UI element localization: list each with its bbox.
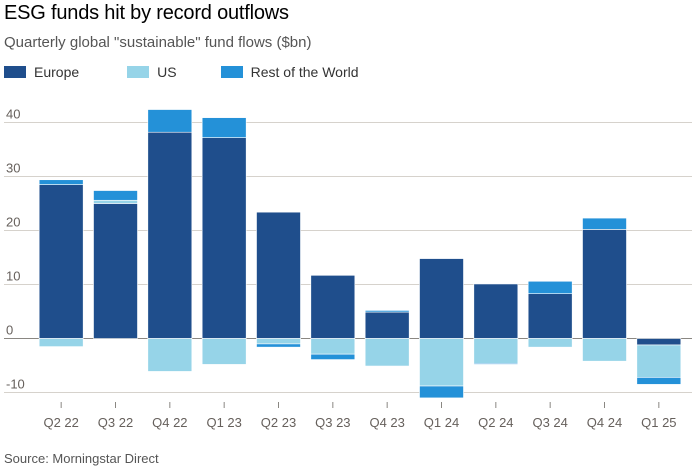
legend-label-us: US [157,64,177,80]
bar-segment-europe [527,293,573,339]
bar-segment-rest-of-the-world [147,109,193,133]
x-tick-label: Q3 23 [315,415,350,430]
x-tick-label: Q4 24 [587,415,622,430]
bar-segment-rest-of-the-world [38,179,84,185]
bar-segment-europe [201,137,247,339]
bar-segment-rest-of-the-world [93,190,138,201]
bar-segment-rest-of-the-world [473,363,519,365]
bar-segment-us [364,338,410,367]
bar-segment-us [147,338,193,372]
bar-segment-rest-of-the-world [419,385,464,399]
bar-segment-europe [256,211,301,339]
bar-segment-rest-of-the-world [201,117,247,138]
bar-segment-us [582,338,627,362]
x-tick-label: Q4 22 [152,415,187,430]
bar-segment-europe [147,131,193,339]
bar-segment-us [527,338,573,348]
y-tick-label: 30 [6,161,20,176]
axes: -10 0 10 20 30 40 Q2 22 Q3 22 Q4 22 Q1 23 Q2 23 Q3 … [6,107,677,431]
bar-segment-europe [473,283,519,339]
y-tick-label: -10 [6,377,25,392]
bars [38,109,682,399]
x-tick-label: Q3 24 [532,415,567,430]
legend-item-us: US [127,64,177,80]
legend: Europe US Rest of the World [4,64,391,80]
bar-segment-us [201,338,247,365]
legend-label-europe: Europe [34,64,80,80]
legend-swatch-rest-of-world [220,66,243,78]
x-tick-label: Q3 22 [98,415,133,430]
bar-segment-europe [582,229,627,339]
legend-item-rest-of-world: Rest of the World [220,64,359,80]
x-tick-label: Q2 24 [478,415,513,430]
bar-segment-us [419,338,464,387]
bar-segment-europe [93,203,138,339]
bar-segment-us [310,338,356,355]
bar-segment-rest-of-the-world [256,343,301,348]
bar-segment-rest-of-the-world [582,217,627,230]
bar-segment-us [256,338,301,345]
chart-subtitle: Quarterly global "sustainable" fund flow… [4,34,312,51]
x-tick-label: Q2 23 [261,415,296,430]
bar-segment-rest-of-the-world [310,353,356,360]
y-tick-label: 40 [6,107,20,122]
legend-swatch-us [127,66,150,78]
y-tick-label: 0 [6,323,13,338]
legend-label-rest-of-world: Rest of the World [250,64,359,80]
bar-segment-europe [364,311,410,339]
bar-segment-rest-of-the-world [364,310,410,313]
legend-item-europe: Europe [4,64,79,80]
legend-swatch-europe [4,66,26,78]
bar-segment-rest-of-the-world [527,280,573,294]
source-note: Source: Morningstar Direct [4,451,159,466]
x-tick-label: Q2 22 [43,415,78,430]
x-tick-label: Q1 25 [641,415,676,430]
bar-segment-europe [38,184,84,339]
y-tick-label: 10 [6,269,20,284]
x-tick-label: Q1 23 [206,415,241,430]
bar-segment-us [93,199,138,204]
bar-segment-rest-of-the-world [636,377,682,385]
y-tick-label: 20 [6,215,20,230]
bar-segment-us [636,344,682,378]
bar-segment-europe [419,258,464,339]
bar-segment-europe [310,275,356,339]
bar-segment-us [38,338,84,347]
x-tick-label: Q4 23 [369,415,404,430]
bar-segment-europe [636,338,682,346]
chart-title: ESG funds hit by record outflows [4,2,289,24]
bar-segment-us [473,338,519,364]
x-tick-label: Q1 24 [424,415,459,430]
